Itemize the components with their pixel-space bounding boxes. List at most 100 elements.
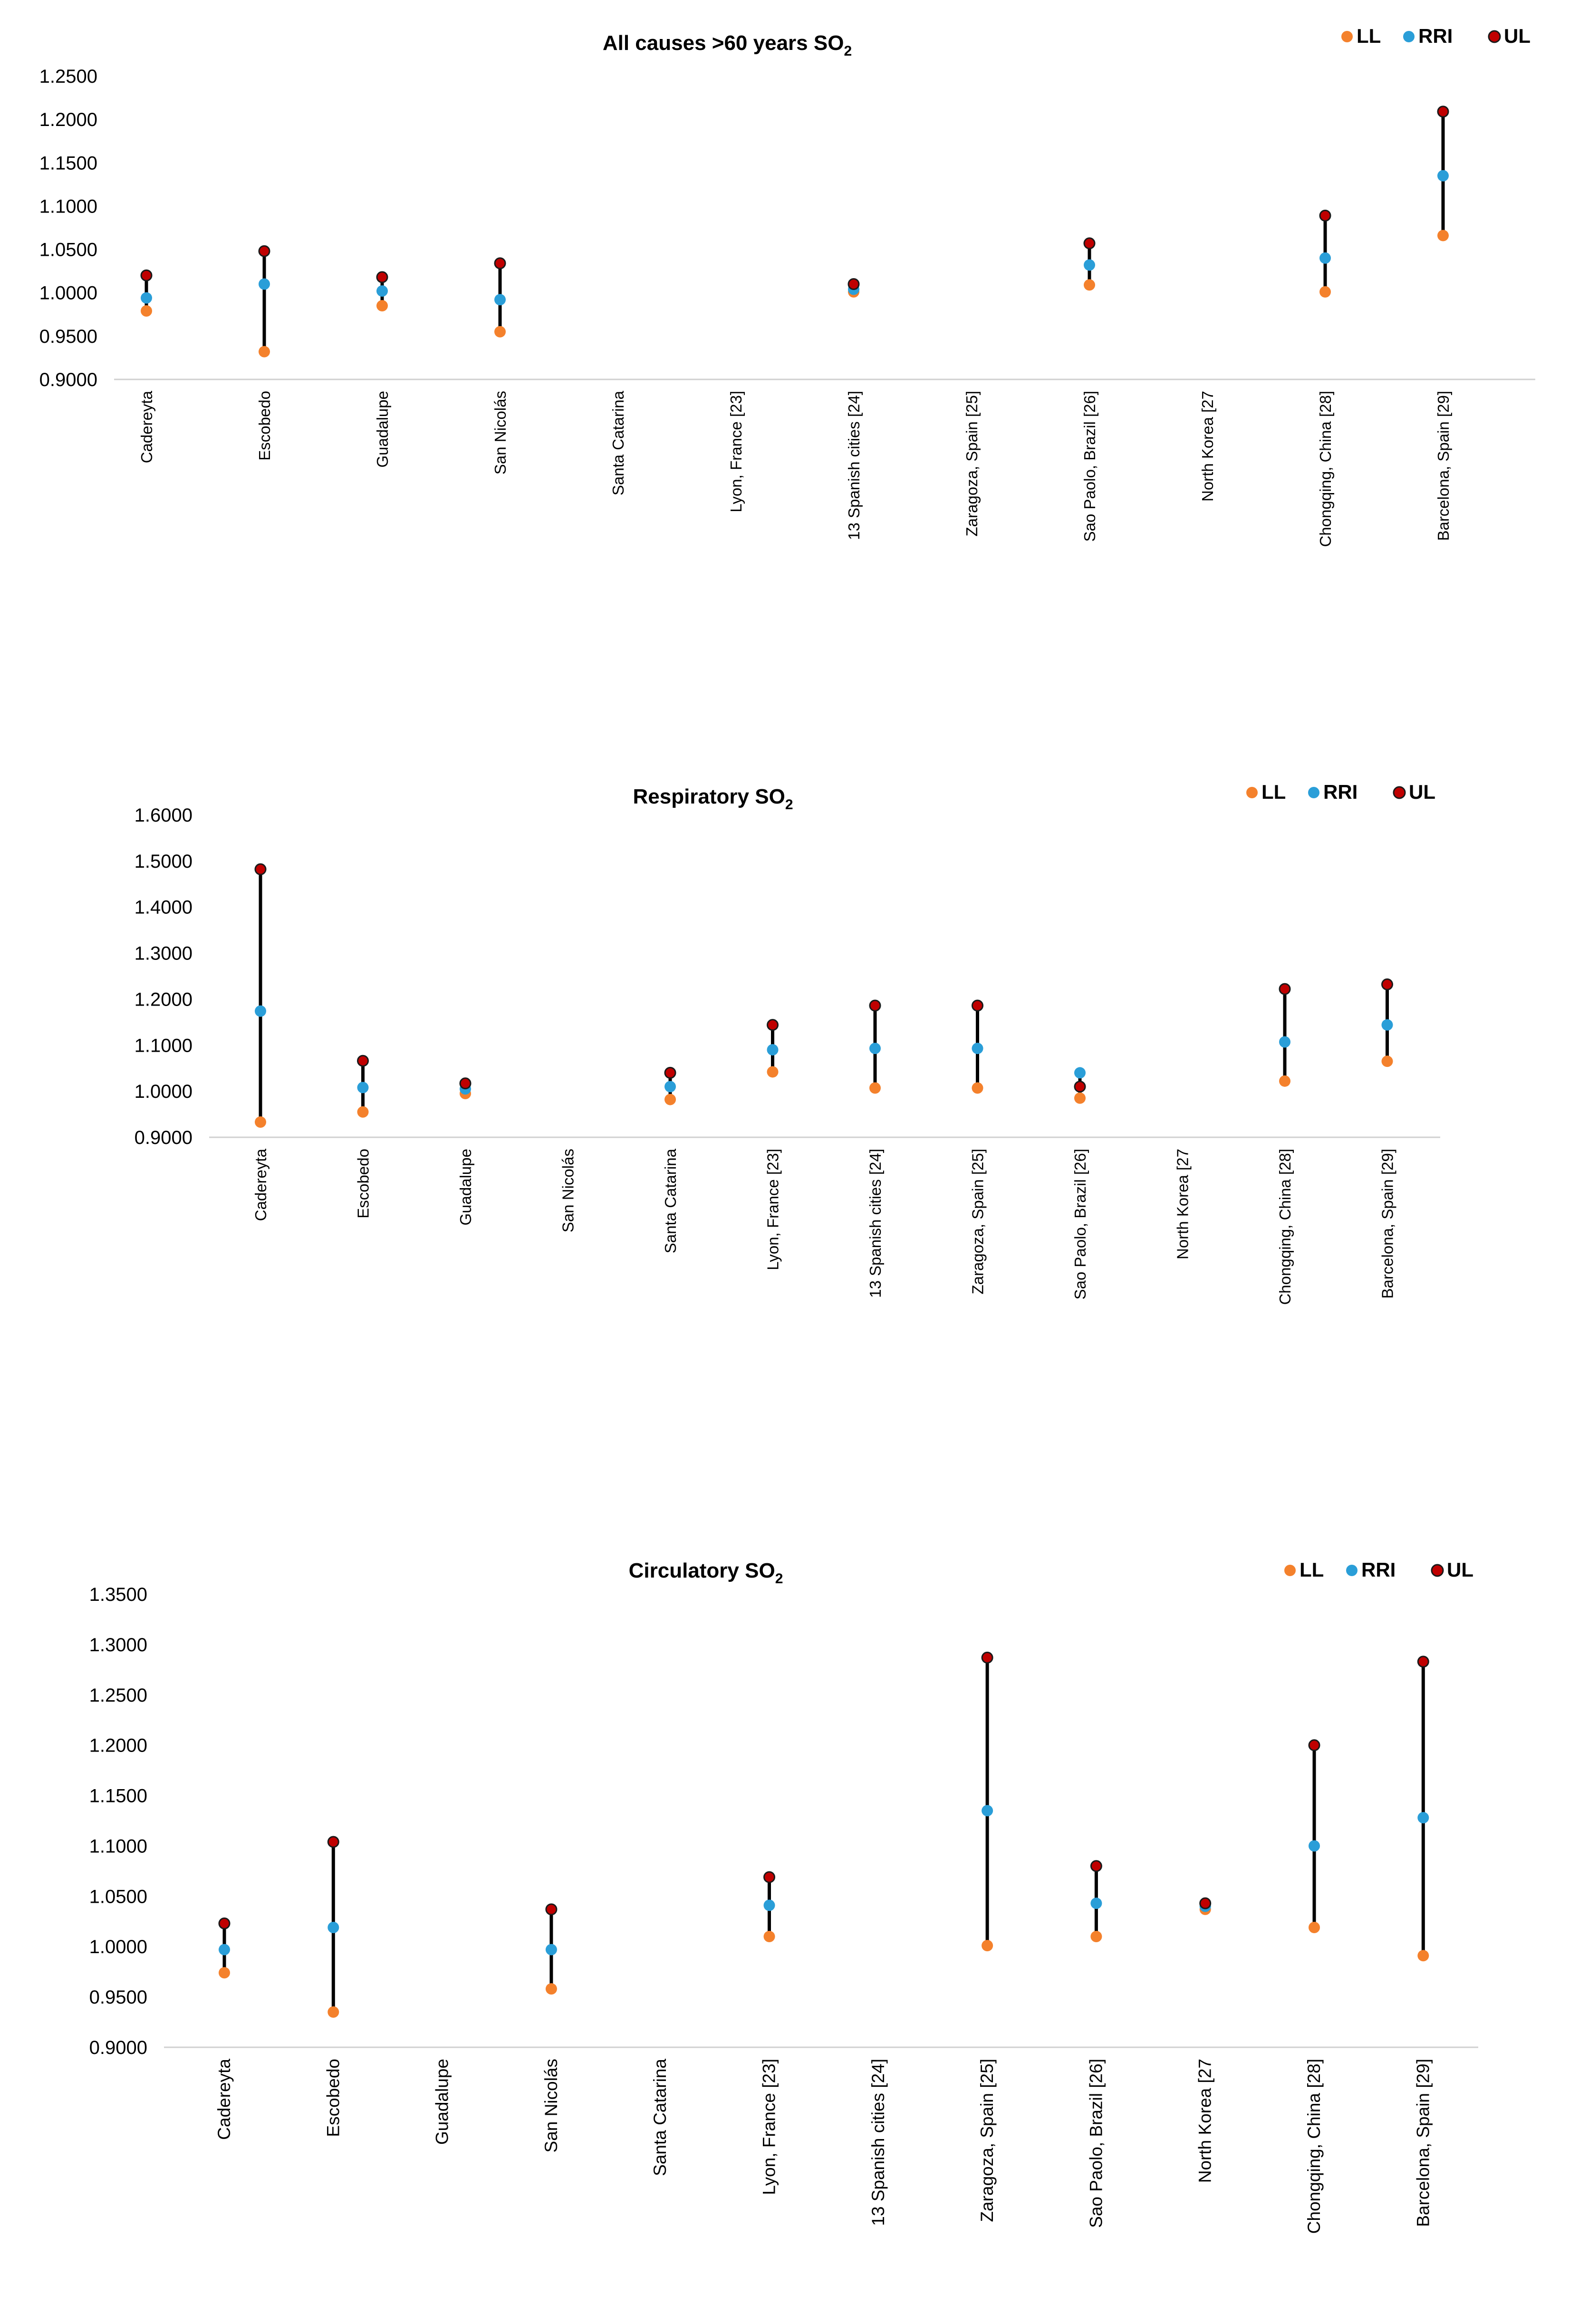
- chart-panel-1: All causes >60 years SO2 LL RRI UL 1.2500 1.2…: [39, 25, 1535, 547]
- point-ll: [1319, 286, 1331, 298]
- point-ul: [494, 257, 506, 270]
- x-tick-label: 13 Spanish cities [24]: [845, 391, 863, 540]
- point-ll: [357, 1106, 369, 1118]
- point-rri: [1309, 1840, 1320, 1852]
- legend: LL RRI UL: [1341, 25, 1531, 47]
- chart-title-subscript: 2: [844, 43, 852, 59]
- point-ll: [972, 1082, 983, 1094]
- x-tick-label: Santa Catarina: [650, 2059, 670, 2176]
- y-tick-label: 0.9000: [135, 1127, 193, 1148]
- x-tick-label: Cadereyta: [138, 390, 155, 463]
- point-rri: [219, 1944, 230, 1956]
- y-tick-label: 1.1000: [39, 196, 97, 217]
- chart-title-subscript: 2: [785, 797, 793, 813]
- point-ul: [1199, 1897, 1212, 1909]
- point-ll: [219, 1967, 230, 1979]
- legend-label-ul: UL: [1447, 1559, 1473, 1581]
- legend: LL RRI UL: [1284, 1559, 1473, 1581]
- point-ul: [1437, 106, 1449, 118]
- x-tick-label: Zaragoza, Spain [25]: [969, 1149, 987, 1294]
- point-ll: [1084, 279, 1095, 291]
- point-ul: [972, 999, 983, 1012]
- point-ll: [664, 1094, 676, 1105]
- point-rri: [1381, 1019, 1393, 1031]
- y-tick-label: 1.0500: [89, 1886, 147, 1907]
- legend-marker-ll: [1246, 787, 1258, 798]
- x-tick-label: Lyon, France [23]: [727, 391, 745, 513]
- y-tick-label: 1.3000: [89, 1635, 147, 1656]
- point-ul: [767, 1019, 779, 1031]
- y-tick-label: 1.0000: [135, 1081, 193, 1102]
- y-tick-label: 0.9000: [89, 2037, 147, 2058]
- legend: LL RRI UL: [1246, 781, 1435, 803]
- point-ul: [459, 1077, 472, 1090]
- x-tick-label: Cadereyta: [252, 1148, 270, 1221]
- point-ul: [1319, 209, 1331, 222]
- x-tick-label: Guadalupe: [433, 2059, 452, 2145]
- legend-marker-ll: [1284, 1565, 1296, 1576]
- y-tick-label: 1.1500: [89, 1786, 147, 1807]
- x-tick-label: Guadalupe: [374, 391, 391, 467]
- point-ul: [218, 1917, 231, 1930]
- point-ll: [1309, 1921, 1320, 1933]
- point-rri: [1074, 1067, 1086, 1079]
- x-tick-label: Chongqing, China [28]: [1317, 391, 1334, 547]
- chart-title: Respiratory SO2: [633, 785, 793, 813]
- x-tick-label: Chongqing, China [28]: [1304, 2059, 1324, 2234]
- y-tick-label: 1.1000: [89, 1836, 147, 1857]
- legend-label-rri: RRI: [1323, 781, 1358, 803]
- y-tick-label: 1.3000: [135, 943, 193, 964]
- y-tick-label: 1.0000: [39, 283, 97, 304]
- legend-label-ul: UL: [1504, 25, 1531, 47]
- legend-marker-ll: [1341, 31, 1353, 42]
- point-rri: [1417, 1812, 1429, 1824]
- y-tick-label: 0.9500: [89, 1987, 147, 2008]
- chart-title-main: Circulatory SO: [629, 1559, 775, 1582]
- x-tick-label: San Nicolás: [559, 1149, 577, 1232]
- point-rri: [1437, 170, 1449, 182]
- legend-label-rri: RRI: [1418, 25, 1453, 47]
- legend-label-ul: UL: [1409, 781, 1435, 803]
- point-ll: [376, 300, 388, 312]
- point-rri: [767, 1044, 779, 1055]
- point-rri: [494, 294, 506, 306]
- point-rri: [982, 1805, 993, 1817]
- point-ll: [1279, 1075, 1290, 1087]
- point-ul: [869, 999, 881, 1012]
- y-tick-label: 1.6000: [135, 805, 193, 826]
- x-tick-label: San Nicolás: [541, 2059, 561, 2152]
- x-tick-label: Escobedo: [323, 2059, 343, 2137]
- chart-title-main: All causes >60 years SO: [603, 31, 844, 55]
- chart-title: All causes >60 years SO2: [603, 31, 852, 59]
- x-tick-label: North Korea [27: [1195, 2059, 1215, 2183]
- y-tick-label: 1.0000: [89, 1937, 147, 1957]
- point-rri: [255, 1005, 266, 1017]
- point-ul: [763, 1871, 775, 1883]
- y-tick-label: 1.2000: [135, 989, 193, 1010]
- x-tick-label: 13 Spanish cities [24]: [867, 1149, 884, 1298]
- legend-marker-ul: [1393, 786, 1406, 799]
- point-rri: [1090, 1898, 1102, 1909]
- x-tick-label: Santa Catarina: [609, 390, 627, 495]
- point-ll: [982, 1940, 993, 1952]
- point-rri: [376, 285, 388, 297]
- y-tick-label: 1.5000: [135, 851, 193, 872]
- point-ll: [763, 1931, 775, 1943]
- y-tick-label: 0.9500: [39, 326, 97, 347]
- point-rri: [869, 1043, 881, 1055]
- point-ul: [1417, 1656, 1429, 1668]
- y-tick-label: 1.2500: [89, 1685, 147, 1706]
- point-ll: [327, 2006, 339, 2018]
- point-rri: [327, 1921, 339, 1933]
- legend-label-ll: LL: [1300, 1559, 1324, 1581]
- x-tick-label: Escobedo: [355, 1149, 372, 1219]
- point-ll: [1417, 1950, 1429, 1962]
- point-rri: [141, 292, 152, 304]
- point-ll: [1437, 230, 1449, 242]
- x-tick-label: San Nicolás: [491, 391, 509, 474]
- point-rri: [763, 1899, 775, 1911]
- point-ll: [259, 346, 270, 358]
- x-tick-label: Zaragoza, Spain [25]: [963, 391, 981, 536]
- point-ll: [869, 1082, 881, 1094]
- point-ll: [1074, 1092, 1086, 1104]
